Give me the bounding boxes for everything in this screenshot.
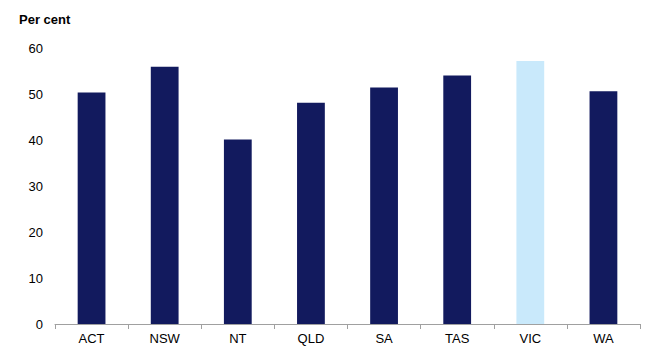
- svg-text:TAS: TAS: [445, 331, 470, 346]
- svg-text:0: 0: [36, 317, 43, 332]
- svg-text:Per cent: Per cent: [19, 12, 71, 27]
- svg-text:60: 60: [29, 41, 43, 56]
- svg-text:30: 30: [29, 179, 43, 194]
- svg-text:SA: SA: [375, 331, 393, 346]
- svg-text:ACT: ACT: [79, 331, 105, 346]
- svg-text:40: 40: [29, 133, 43, 148]
- svg-text:20: 20: [29, 225, 43, 240]
- svg-text:10: 10: [29, 271, 43, 286]
- svg-text:WA: WA: [593, 331, 614, 346]
- svg-text:QLD: QLD: [298, 331, 325, 346]
- svg-text:NSW: NSW: [150, 331, 181, 346]
- svg-text:50: 50: [29, 87, 43, 102]
- svg-text:VIC: VIC: [519, 331, 541, 346]
- svg-text:NT: NT: [229, 331, 246, 346]
